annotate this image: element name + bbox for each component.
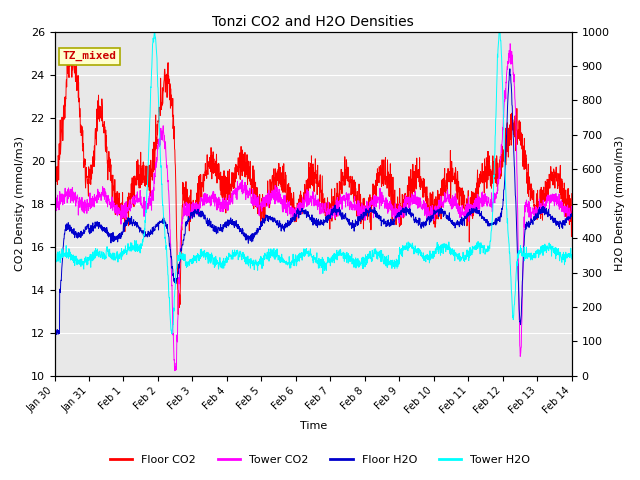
Title: Tonzi CO2 and H2O Densities: Tonzi CO2 and H2O Densities	[212, 15, 414, 29]
Legend: Floor CO2, Tower CO2, Floor H2O, Tower H2O: Floor CO2, Tower CO2, Floor H2O, Tower H…	[105, 451, 535, 469]
Y-axis label: H2O Density (mmol/m3): H2O Density (mmol/m3)	[615, 136, 625, 272]
Text: TZ_mixed: TZ_mixed	[62, 51, 116, 61]
X-axis label: Time: Time	[300, 421, 327, 432]
Y-axis label: CO2 Density (mmol/m3): CO2 Density (mmol/m3)	[15, 136, 25, 271]
